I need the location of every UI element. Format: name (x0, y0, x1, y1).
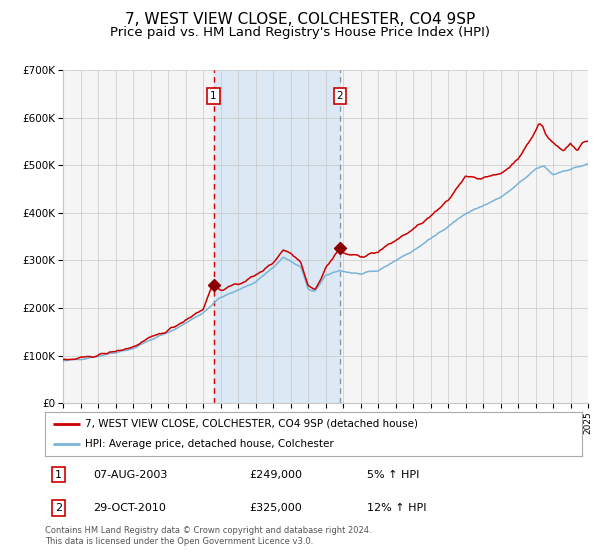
Text: 7, WEST VIEW CLOSE, COLCHESTER, CO4 9SP (detached house): 7, WEST VIEW CLOSE, COLCHESTER, CO4 9SP … (85, 419, 418, 429)
Text: 29-OCT-2010: 29-OCT-2010 (94, 503, 166, 513)
Text: 07-AUG-2003: 07-AUG-2003 (94, 470, 168, 480)
Text: 1: 1 (55, 470, 62, 480)
Text: Contains HM Land Registry data © Crown copyright and database right 2024.
This d: Contains HM Land Registry data © Crown c… (45, 526, 371, 546)
Bar (214, 70, 340, 403)
Text: 5% ↑ HPI: 5% ↑ HPI (367, 470, 419, 480)
Text: £325,000: £325,000 (249, 503, 302, 513)
Text: 12% ↑ HPI: 12% ↑ HPI (367, 503, 427, 513)
Text: 2: 2 (337, 91, 343, 101)
Text: 7, WEST VIEW CLOSE, COLCHESTER, CO4 9SP: 7, WEST VIEW CLOSE, COLCHESTER, CO4 9SP (125, 12, 475, 27)
Text: 1: 1 (210, 91, 217, 101)
Text: £249,000: £249,000 (249, 470, 302, 480)
Text: Price paid vs. HM Land Registry's House Price Index (HPI): Price paid vs. HM Land Registry's House … (110, 26, 490, 39)
Text: 2: 2 (55, 503, 62, 513)
Text: HPI: Average price, detached house, Colchester: HPI: Average price, detached house, Colc… (85, 439, 334, 449)
